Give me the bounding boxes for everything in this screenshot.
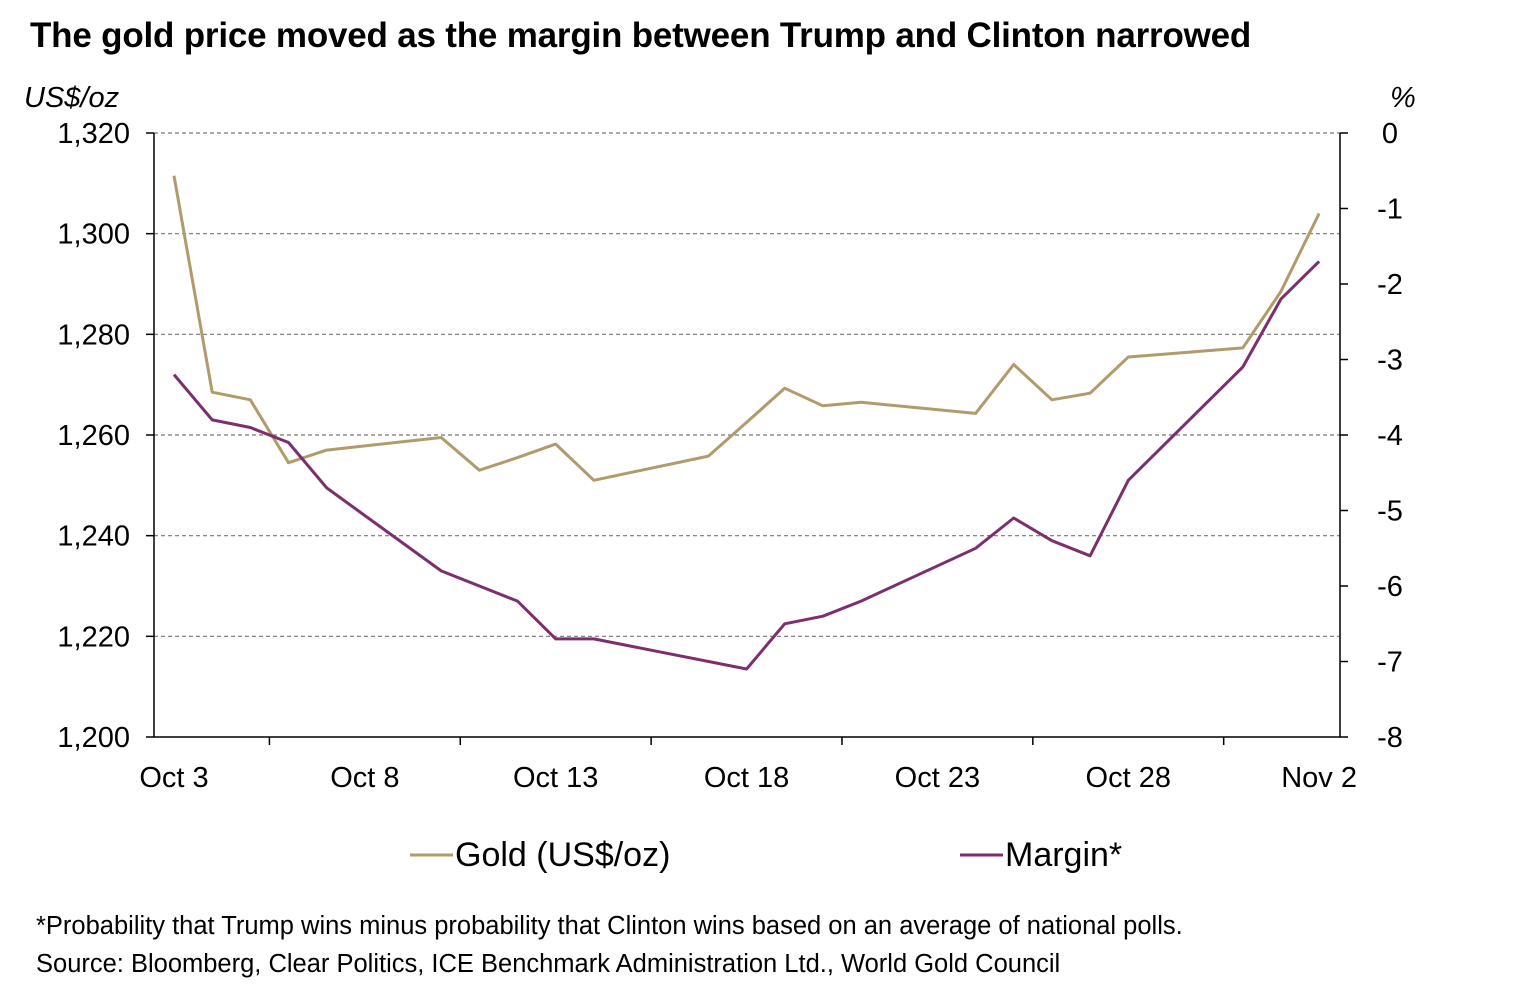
left-tick-label: 1,320 bbox=[57, 118, 130, 150]
left-tick-label: 1,300 bbox=[57, 219, 130, 251]
right-tick-label: -8 bbox=[1377, 722, 1403, 754]
right-tick-label: -6 bbox=[1377, 571, 1403, 603]
x-tick-label: Oct 3 bbox=[139, 762, 208, 794]
right-tick-label: -5 bbox=[1377, 496, 1403, 528]
right-tick-label: 0 bbox=[1382, 118, 1398, 150]
chart-title: The gold price moved as the margin betwe… bbox=[30, 16, 1252, 55]
left-tick-label: 1,280 bbox=[57, 319, 130, 351]
left-tick-label: 1,260 bbox=[57, 420, 130, 452]
tick-labels: 1,200 1,220 1,240 1,260 1,280 1,300 1,320 0 -1 -2… bbox=[57, 118, 1402, 794]
left-axis-unit-label: US$/oz bbox=[24, 82, 120, 114]
right-tick-label: -7 bbox=[1377, 647, 1403, 679]
footnote: *Probability that Trump wins minus proba… bbox=[36, 912, 1183, 940]
right-tick-label: -3 bbox=[1377, 345, 1403, 377]
x-tick-label: Oct 18 bbox=[704, 762, 789, 794]
series-lines bbox=[172, 175, 1321, 671]
x-tick-label: Oct 13 bbox=[513, 762, 598, 794]
legend-margin-label: Margin* bbox=[1005, 836, 1122, 874]
margin-series-line bbox=[172, 260, 1321, 671]
right-axis-unit-label: % bbox=[1390, 82, 1416, 114]
right-tick-label: -1 bbox=[1377, 194, 1403, 226]
chart-plot: 1,200 1,220 1,240 1,260 1,280 1,300 1,320 0 -1 -2… bbox=[24, 82, 1416, 874]
right-tick-label: -4 bbox=[1377, 420, 1403, 452]
gridlines bbox=[154, 132, 1340, 637]
x-tick-label: Oct 28 bbox=[1086, 762, 1171, 794]
axes bbox=[146, 132, 1348, 745]
left-tick-label: 1,220 bbox=[57, 621, 130, 653]
source-note: Source: Bloomberg, Clear Politics, ICE B… bbox=[36, 950, 1061, 978]
x-tick-label: Oct 8 bbox=[330, 762, 399, 794]
x-tick-label: Oct 23 bbox=[895, 762, 980, 794]
legend-gold-label: Gold (US$/oz) bbox=[455, 836, 670, 874]
x-tick-label: Nov 2 bbox=[1281, 762, 1357, 794]
legend: Gold (US$/oz) Margin* bbox=[410, 836, 1122, 874]
left-tick-label: 1,240 bbox=[57, 521, 130, 553]
right-tick-label: -2 bbox=[1377, 269, 1403, 301]
left-tick-label: 1,200 bbox=[57, 722, 130, 754]
